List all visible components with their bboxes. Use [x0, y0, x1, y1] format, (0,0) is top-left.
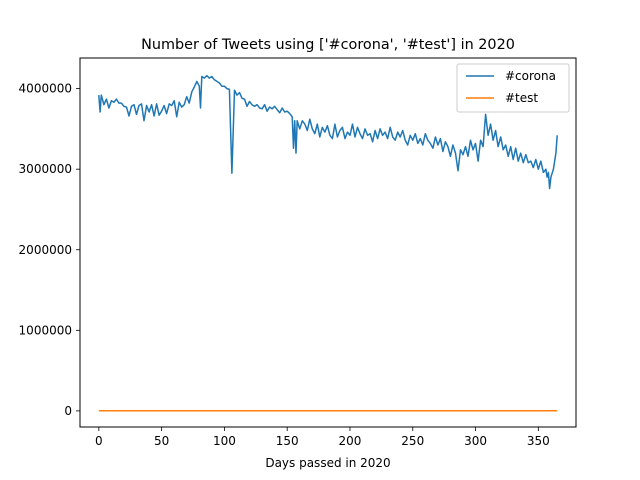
legend-label-corona: #corona [505, 69, 556, 83]
y-tick-label: 1000000 [19, 323, 72, 337]
legend-label-test: #test [505, 91, 538, 105]
series-line-corona [98, 74, 558, 190]
x-tick-label: 350 [527, 434, 550, 448]
x-tick-label: 200 [339, 434, 362, 448]
x-tick-label: 50 [154, 434, 169, 448]
x-tick-label: 0 [95, 434, 103, 448]
x-axis-label: Days passed in 2020 [265, 456, 390, 470]
y-axis: 0 1000000 2000000 3000000 4000000 [19, 82, 80, 418]
x-tick-label: 300 [464, 434, 487, 448]
x-tick-label: 250 [401, 434, 424, 448]
plot-frame [79, 57, 577, 428]
y-tick-label: 3000000 [19, 162, 72, 176]
x-axis: 0 50 100 150 200 250 300 350 [95, 427, 550, 448]
x-tick-label: 150 [276, 434, 299, 448]
y-tick-label: 4000000 [19, 82, 72, 96]
x-tick-label: 100 [213, 434, 236, 448]
chart-title: Number of Tweets using ['#corona', '#tes… [141, 37, 515, 53]
y-tick-label: 2000000 [19, 243, 72, 257]
y-tick-label: 0 [64, 404, 72, 418]
series-path [98, 74, 558, 190]
legend: #corona #test [456, 63, 570, 113]
